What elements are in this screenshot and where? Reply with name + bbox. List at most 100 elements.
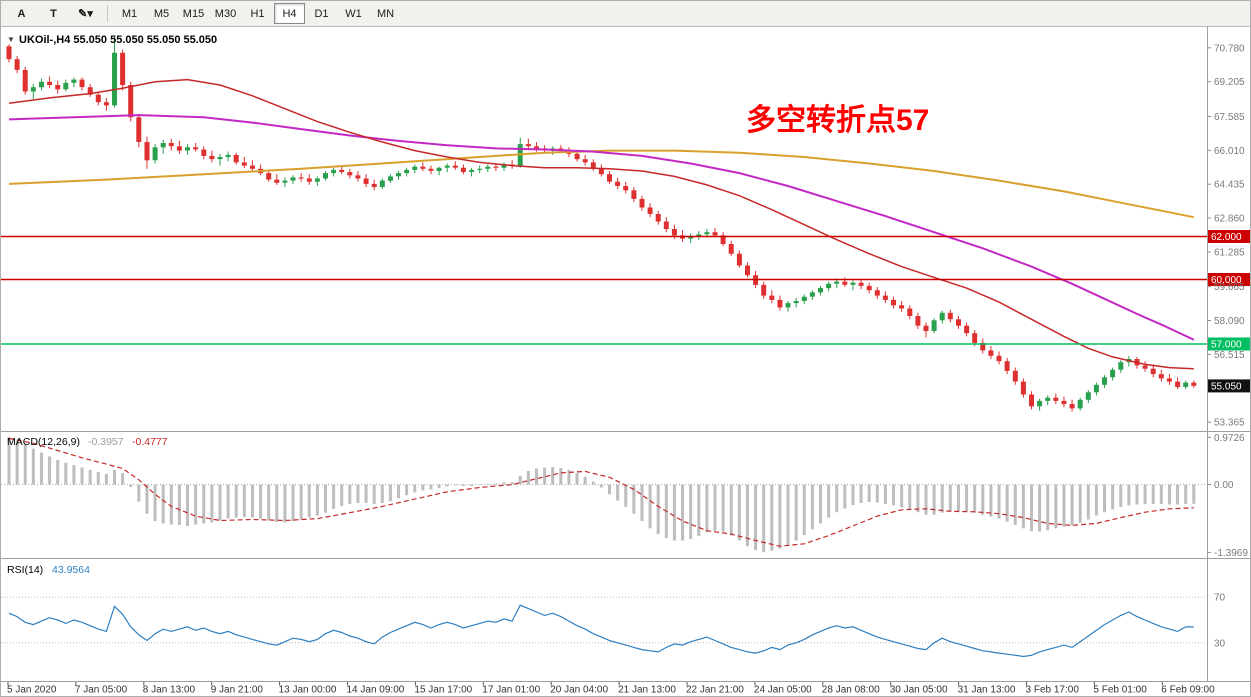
candle-body: [87, 87, 93, 95]
candle-body: [801, 296, 807, 301]
rsi-axis-label: 30: [1214, 638, 1226, 649]
candle-body: [1012, 370, 1018, 382]
macd-value: -0.3957: [88, 436, 124, 448]
timeframe-buttons-group: M1 M5 M15 M30 H1 H4 D1 W1 MN: [114, 3, 401, 24]
candle-body: [290, 177, 296, 181]
candle-body: [103, 102, 109, 106]
chart-collapse-icon[interactable]: ▼: [7, 35, 15, 44]
price-axis-label: 70.780: [1214, 43, 1245, 54]
candle-body: [1069, 404, 1075, 409]
candle-body: [1093, 384, 1099, 393]
macd-label: MACD(12,26,9): [7, 436, 80, 448]
price-axis-label: 69.205: [1214, 77, 1245, 88]
timeframe-w1-button[interactable]: W1: [345, 7, 362, 20]
candle-body: [915, 316, 921, 326]
candle-body: [225, 154, 231, 157]
candle-body: [136, 117, 142, 142]
macd-axis-label: -1.3969: [1214, 548, 1248, 559]
rsi-line: [8, 604, 1194, 658]
candle-body: [30, 87, 36, 92]
cursor-tool-button[interactable]: A: [17, 7, 26, 20]
chart-title: UKOil-,H4 55.050 55.050 55.050 55.050: [19, 34, 217, 46]
candle-body: [712, 232, 718, 236]
candle-body: [736, 253, 742, 266]
candle-body: [931, 320, 937, 331]
candle-body: [469, 169, 475, 172]
candle-body: [185, 147, 190, 151]
candle-body: [793, 301, 799, 304]
candle-body: [891, 299, 896, 306]
candle-body: [1183, 382, 1189, 387]
candle-body: [647, 207, 653, 214]
candle-body: [460, 167, 466, 173]
timeframe-h4-button[interactable]: H4: [274, 3, 305, 24]
timeframe-m5-button[interactable]: M5: [153, 7, 170, 20]
candle-body: [858, 282, 864, 286]
candle-body: [363, 178, 369, 184]
price-tag: [1208, 230, 1250, 243]
candle-body: [769, 295, 775, 300]
timeframe-m1-button[interactable]: M1: [121, 7, 138, 20]
candle-body: [176, 146, 182, 151]
candle-body: [501, 164, 507, 168]
drawing-tools-button[interactable]: ✎▾: [78, 8, 93, 20]
candle-body: [582, 159, 588, 163]
candle-body: [996, 355, 1002, 362]
candle-body: [607, 174, 612, 182]
timeframe-h1-button[interactable]: H1: [250, 7, 265, 20]
price-tag-label: 60.000: [1211, 275, 1242, 286]
candle-body: [1118, 362, 1124, 370]
time-scale[interactable]: [1, 682, 1251, 697]
rsi-axis-label: 70: [1214, 593, 1226, 604]
ma-fast-red-line: [8, 78, 1194, 370]
candle-body: [728, 244, 734, 254]
candle-body: [834, 281, 840, 284]
candle-body: [964, 325, 970, 334]
time-axis-label: 13 Jan 00:00: [279, 685, 337, 696]
candle-body: [777, 299, 783, 308]
candle-body: [436, 167, 442, 171]
rsi-value: 43.9564: [52, 564, 90, 576]
macd-axis-label: 0.9726: [1214, 433, 1245, 444]
time-axis-label: 24 Jan 05:00: [754, 685, 812, 696]
price-axis-label: 62.860: [1214, 214, 1245, 225]
candle-body: [956, 319, 961, 326]
candle-body: [71, 79, 77, 83]
candle-body: [404, 169, 410, 174]
timeframe-m15-button[interactable]: M15: [182, 7, 205, 20]
candle-body: [590, 162, 596, 169]
price-tag: [1208, 273, 1250, 286]
macd-signal-line: [8, 437, 1194, 547]
time-axis-label: 8 Jan 13:00: [143, 685, 196, 696]
timeframe-m30-button[interactable]: M30: [214, 7, 237, 20]
price-axis-label: 67.585: [1214, 112, 1245, 123]
candle-body: [1110, 369, 1116, 378]
candle-body: [1158, 374, 1164, 379]
time-axis-label: 17 Jan 01:00: [482, 685, 540, 696]
candle-body: [1150, 368, 1156, 375]
toolbar: A T ✎▾ M1 M5 M15 M30 H1 H4 D1 W1 MN: [1, 1, 1250, 27]
candle-body: [298, 177, 304, 179]
chart-canvas[interactable]: 62.000 60.000 57.000 70.780 69.205 67.585 66.0…: [1, 27, 1251, 697]
ma-slow-orange-line: [8, 149, 1194, 219]
candle-body: [907, 308, 913, 316]
candle-body: [874, 290, 880, 296]
candle-body: [314, 178, 320, 182]
price-axis-label: 61.285: [1214, 247, 1245, 258]
candle-body: [980, 342, 986, 351]
time-axis-label: 5 Feb 01:00: [1093, 685, 1147, 696]
candle-body: [339, 169, 345, 172]
candle-body: [688, 236, 694, 239]
toolbar-separator: [107, 5, 108, 22]
time-axis-label: 6 Feb 09:00: [1161, 685, 1215, 696]
candle-body: [809, 292, 815, 297]
price-tag: [1208, 337, 1250, 351]
candle-body: [120, 52, 126, 85]
candle-body: [396, 173, 401, 177]
price-axis-label: 59.665: [1214, 282, 1245, 293]
timeframe-d1-button[interactable]: D1: [314, 7, 329, 20]
text-tool-button[interactable]: T: [50, 7, 57, 20]
price-axis-label: 66.010: [1214, 146, 1245, 157]
timeframe-mn-button[interactable]: MN: [376, 7, 395, 20]
price-scale[interactable]: [1207, 27, 1251, 681]
